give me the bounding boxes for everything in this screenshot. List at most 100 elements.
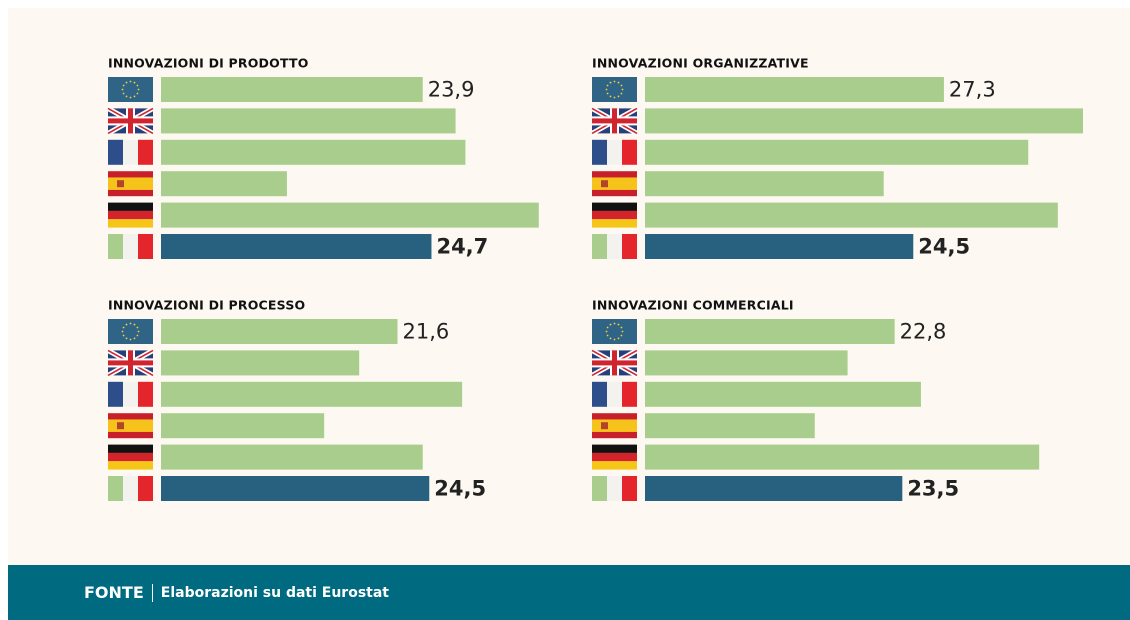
flag-star	[620, 334, 623, 337]
flag-part	[592, 177, 637, 190]
flag-star	[613, 96, 616, 99]
flag-part	[123, 234, 138, 259]
flag-part	[592, 381, 607, 407]
flag-part	[592, 202, 637, 211]
bar	[161, 476, 430, 501]
flag-part	[108, 139, 123, 165]
value-label: 23,9	[428, 78, 475, 102]
flag-part	[592, 210, 637, 220]
flag-star	[121, 88, 124, 91]
flag	[592, 139, 637, 165]
value-label: 21,6	[403, 320, 450, 344]
flag-part	[138, 234, 153, 259]
flag-star	[133, 323, 136, 326]
flag	[592, 234, 637, 259]
flag-star	[617, 81, 620, 84]
bar	[161, 202, 539, 228]
flag-part	[622, 381, 637, 407]
flag-star	[136, 334, 139, 337]
source-text: Elaborazioni su dati Eurostat	[160, 584, 389, 601]
bar	[161, 350, 360, 376]
flag	[592, 444, 637, 470]
flag-part	[108, 219, 153, 228]
flag-part	[592, 219, 637, 228]
flag	[106, 348, 155, 378]
panel-title: INNOVAZIONI ORGANIZZATIVE	[592, 56, 809, 71]
flag-star	[606, 334, 609, 337]
panel-title: INNOVAZIONI DI PRODOTTO	[108, 56, 309, 71]
flag	[592, 413, 637, 439]
flag-star	[606, 84, 609, 87]
bar	[645, 108, 1083, 134]
bar	[161, 77, 423, 102]
flag-star	[122, 326, 125, 329]
flag	[108, 444, 153, 470]
footer: FONTE Elaborazioni su dati Eurostat	[8, 565, 1130, 620]
flag-star	[125, 95, 128, 98]
flag	[590, 106, 639, 136]
flag-part	[108, 452, 153, 462]
flag-star	[606, 92, 609, 95]
flag-part	[108, 234, 123, 259]
flag-star	[620, 326, 623, 329]
flag-star	[609, 323, 612, 326]
flag-part	[108, 381, 123, 407]
flag-part	[601, 422, 608, 430]
flag-part	[592, 360, 637, 366]
flag-star	[133, 337, 136, 340]
flag-star	[137, 330, 140, 333]
flag-star	[609, 81, 612, 84]
bar	[645, 319, 895, 344]
flag	[592, 77, 637, 102]
bar	[645, 77, 944, 102]
flag-star	[133, 81, 136, 84]
flag-part	[622, 476, 637, 501]
flag-star	[129, 80, 132, 83]
flag-part	[592, 461, 637, 470]
flag	[592, 319, 637, 344]
flag-part	[592, 139, 607, 165]
flag-part	[117, 422, 124, 430]
flag-star	[617, 95, 620, 98]
flag-star	[133, 95, 136, 98]
flag-part	[138, 139, 153, 165]
flag	[592, 171, 637, 197]
flag-star	[137, 88, 140, 91]
flag	[108, 476, 153, 501]
bar	[161, 171, 287, 197]
flag	[592, 476, 637, 501]
flag-star	[125, 337, 128, 340]
flag-part	[138, 476, 153, 501]
flag-star	[621, 330, 624, 333]
value-label: 24,5	[918, 235, 970, 259]
flag-part	[108, 210, 153, 220]
bar	[645, 381, 921, 407]
flag-part	[123, 381, 138, 407]
flag-star	[609, 337, 612, 340]
flag-part	[108, 360, 153, 366]
panel-title: INNOVAZIONI DI PROCESSO	[108, 298, 305, 313]
flag-star	[606, 326, 609, 329]
flag	[108, 171, 153, 197]
flag-star	[620, 84, 623, 87]
flag-part	[123, 139, 138, 165]
flag-part	[138, 381, 153, 407]
flag-part	[592, 118, 637, 124]
flag	[108, 77, 153, 102]
flag-star	[125, 323, 128, 326]
flag	[108, 381, 153, 407]
flag-star	[122, 334, 125, 337]
bar	[161, 413, 325, 439]
bar	[645, 413, 815, 439]
flag-star	[125, 81, 128, 84]
bar	[645, 202, 1058, 228]
flag	[108, 202, 153, 228]
flag	[592, 381, 637, 407]
bar	[161, 139, 466, 165]
bar	[645, 476, 903, 501]
flag-part	[108, 476, 123, 501]
flag-part	[592, 476, 607, 501]
bar	[161, 381, 463, 407]
flag-star	[613, 338, 616, 341]
